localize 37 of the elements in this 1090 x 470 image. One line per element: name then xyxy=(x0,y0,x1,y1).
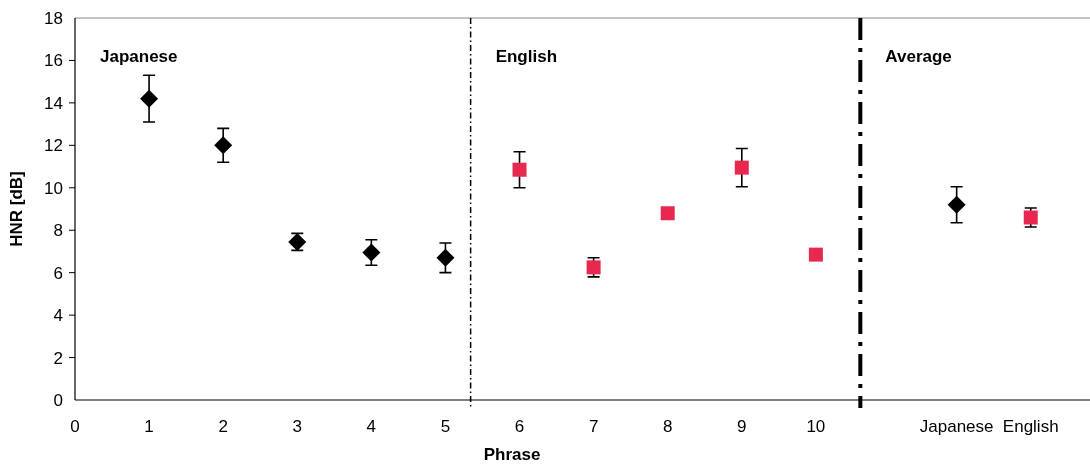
annotation: Japanese xyxy=(100,47,178,66)
annotation: Average xyxy=(885,47,952,66)
y-axis-title: HNR [dB] xyxy=(7,171,26,247)
x-tick-label: 7 xyxy=(588,417,599,436)
point xyxy=(734,160,749,175)
y-tick-label: 14 xyxy=(44,93,63,113)
x-tick-label: 4 xyxy=(366,417,377,436)
point xyxy=(140,89,159,108)
x-tick-label: 8 xyxy=(662,417,673,436)
point xyxy=(660,206,675,221)
x-tick-label: 0 xyxy=(70,417,80,436)
point xyxy=(436,248,455,267)
x-tick-label: Japanese xyxy=(919,417,994,436)
y-tick-label: 10 xyxy=(44,178,63,198)
y-tick-label: 8 xyxy=(53,221,63,241)
x-tick-label: 1 xyxy=(144,417,154,436)
annotation: English xyxy=(495,47,558,66)
point xyxy=(512,162,527,177)
y-tick-label: 18 xyxy=(44,8,63,28)
y-tick-label: 6 xyxy=(53,263,63,283)
x-tick-label: 6 xyxy=(514,417,525,436)
x-tick-label: English xyxy=(1002,417,1059,436)
y-tick-label: 2 xyxy=(53,348,63,368)
x-tick-label: 10 xyxy=(806,417,826,436)
y-tick-label: 12 xyxy=(44,136,63,156)
x-axis-title: Phrase xyxy=(483,445,541,464)
x-tick-label: 9 xyxy=(737,417,747,436)
point xyxy=(362,243,381,262)
point xyxy=(947,195,966,214)
x-tick-label: 5 xyxy=(440,417,451,436)
y-tick-label: 0 xyxy=(53,390,63,410)
x-tick-label: 3 xyxy=(292,417,302,436)
point xyxy=(808,247,823,262)
y-tick-label: 16 xyxy=(44,51,63,71)
x-tick-label: 2 xyxy=(218,417,228,436)
y-tick-label: 4 xyxy=(53,306,63,326)
point xyxy=(214,136,233,155)
